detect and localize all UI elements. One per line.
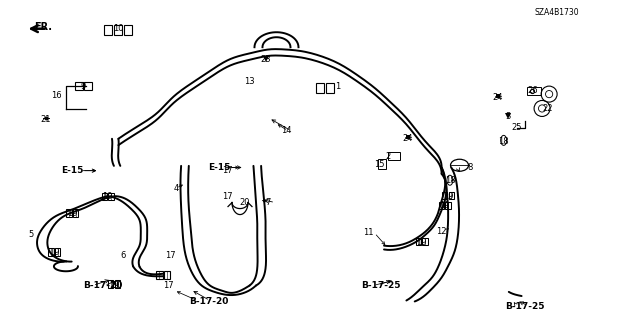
Text: 26: 26 bbox=[527, 86, 538, 95]
Text: 25: 25 bbox=[512, 123, 522, 132]
Text: 19: 19 bbox=[440, 201, 450, 210]
Text: 6: 6 bbox=[120, 251, 125, 260]
Bar bbox=[445, 202, 451, 209]
Text: SZA4B1730: SZA4B1730 bbox=[534, 8, 579, 17]
Bar bbox=[108, 193, 113, 200]
Bar bbox=[164, 271, 170, 279]
Text: 24: 24 bbox=[493, 93, 503, 102]
Bar bbox=[108, 280, 113, 287]
Text: 17: 17 bbox=[222, 192, 232, 201]
Text: FR.: FR. bbox=[35, 22, 52, 33]
Text: 19: 19 bbox=[67, 209, 77, 218]
Text: 19: 19 bbox=[443, 192, 453, 201]
Text: 22: 22 bbox=[542, 104, 552, 113]
Text: 14: 14 bbox=[282, 126, 292, 135]
Bar bbox=[75, 82, 83, 90]
Text: B-17-20: B-17-20 bbox=[83, 281, 123, 290]
Text: E-15: E-15 bbox=[208, 163, 230, 172]
Bar bbox=[416, 238, 421, 245]
Bar bbox=[73, 210, 78, 217]
Text: 24: 24 bbox=[403, 134, 413, 143]
Text: 17: 17 bbox=[166, 251, 176, 260]
Bar bbox=[527, 87, 541, 95]
Text: 1: 1 bbox=[335, 82, 340, 91]
Bar bbox=[326, 83, 334, 93]
Text: 18: 18 bbox=[445, 176, 455, 185]
Text: 19: 19 bbox=[102, 192, 113, 201]
Text: 15: 15 bbox=[374, 160, 384, 169]
Text: 8: 8 bbox=[468, 163, 473, 172]
Bar bbox=[49, 249, 54, 256]
Text: 21: 21 bbox=[41, 115, 51, 124]
Bar bbox=[55, 249, 60, 256]
Text: 23: 23 bbox=[260, 55, 271, 63]
Text: 7: 7 bbox=[265, 198, 270, 207]
Text: E-15: E-15 bbox=[61, 166, 83, 175]
Bar bbox=[156, 271, 163, 279]
Text: 11: 11 bbox=[363, 228, 373, 237]
Text: 18: 18 bbox=[499, 137, 509, 146]
Bar bbox=[124, 25, 132, 35]
Text: B-17-25: B-17-25 bbox=[506, 302, 545, 311]
Text: 17: 17 bbox=[163, 281, 173, 290]
Bar bbox=[102, 193, 107, 200]
Bar bbox=[115, 280, 120, 287]
Text: 10: 10 bbox=[113, 24, 124, 33]
Bar bbox=[388, 152, 399, 160]
Bar bbox=[422, 238, 428, 245]
Bar bbox=[378, 159, 387, 169]
Text: B-17-20: B-17-20 bbox=[189, 297, 228, 306]
Bar bbox=[104, 25, 113, 35]
Text: 19: 19 bbox=[49, 248, 60, 256]
Bar bbox=[449, 192, 454, 199]
Bar bbox=[67, 210, 72, 217]
Text: 20: 20 bbox=[240, 198, 250, 207]
Bar bbox=[439, 202, 444, 209]
Text: 3: 3 bbox=[505, 112, 510, 121]
Text: 4: 4 bbox=[173, 184, 179, 193]
Bar bbox=[115, 25, 122, 35]
Text: 16: 16 bbox=[51, 91, 61, 100]
Text: 5: 5 bbox=[28, 230, 33, 239]
Text: 17: 17 bbox=[222, 166, 232, 175]
Bar bbox=[316, 83, 324, 93]
Text: 9: 9 bbox=[81, 82, 86, 91]
Text: 19: 19 bbox=[417, 238, 427, 247]
Text: 2: 2 bbox=[386, 152, 391, 161]
Bar bbox=[84, 82, 92, 90]
Text: 12: 12 bbox=[436, 227, 447, 236]
Text: B-17-25: B-17-25 bbox=[362, 281, 401, 290]
Text: 13: 13 bbox=[244, 77, 255, 86]
Bar bbox=[442, 192, 447, 199]
Text: 19: 19 bbox=[109, 281, 119, 290]
